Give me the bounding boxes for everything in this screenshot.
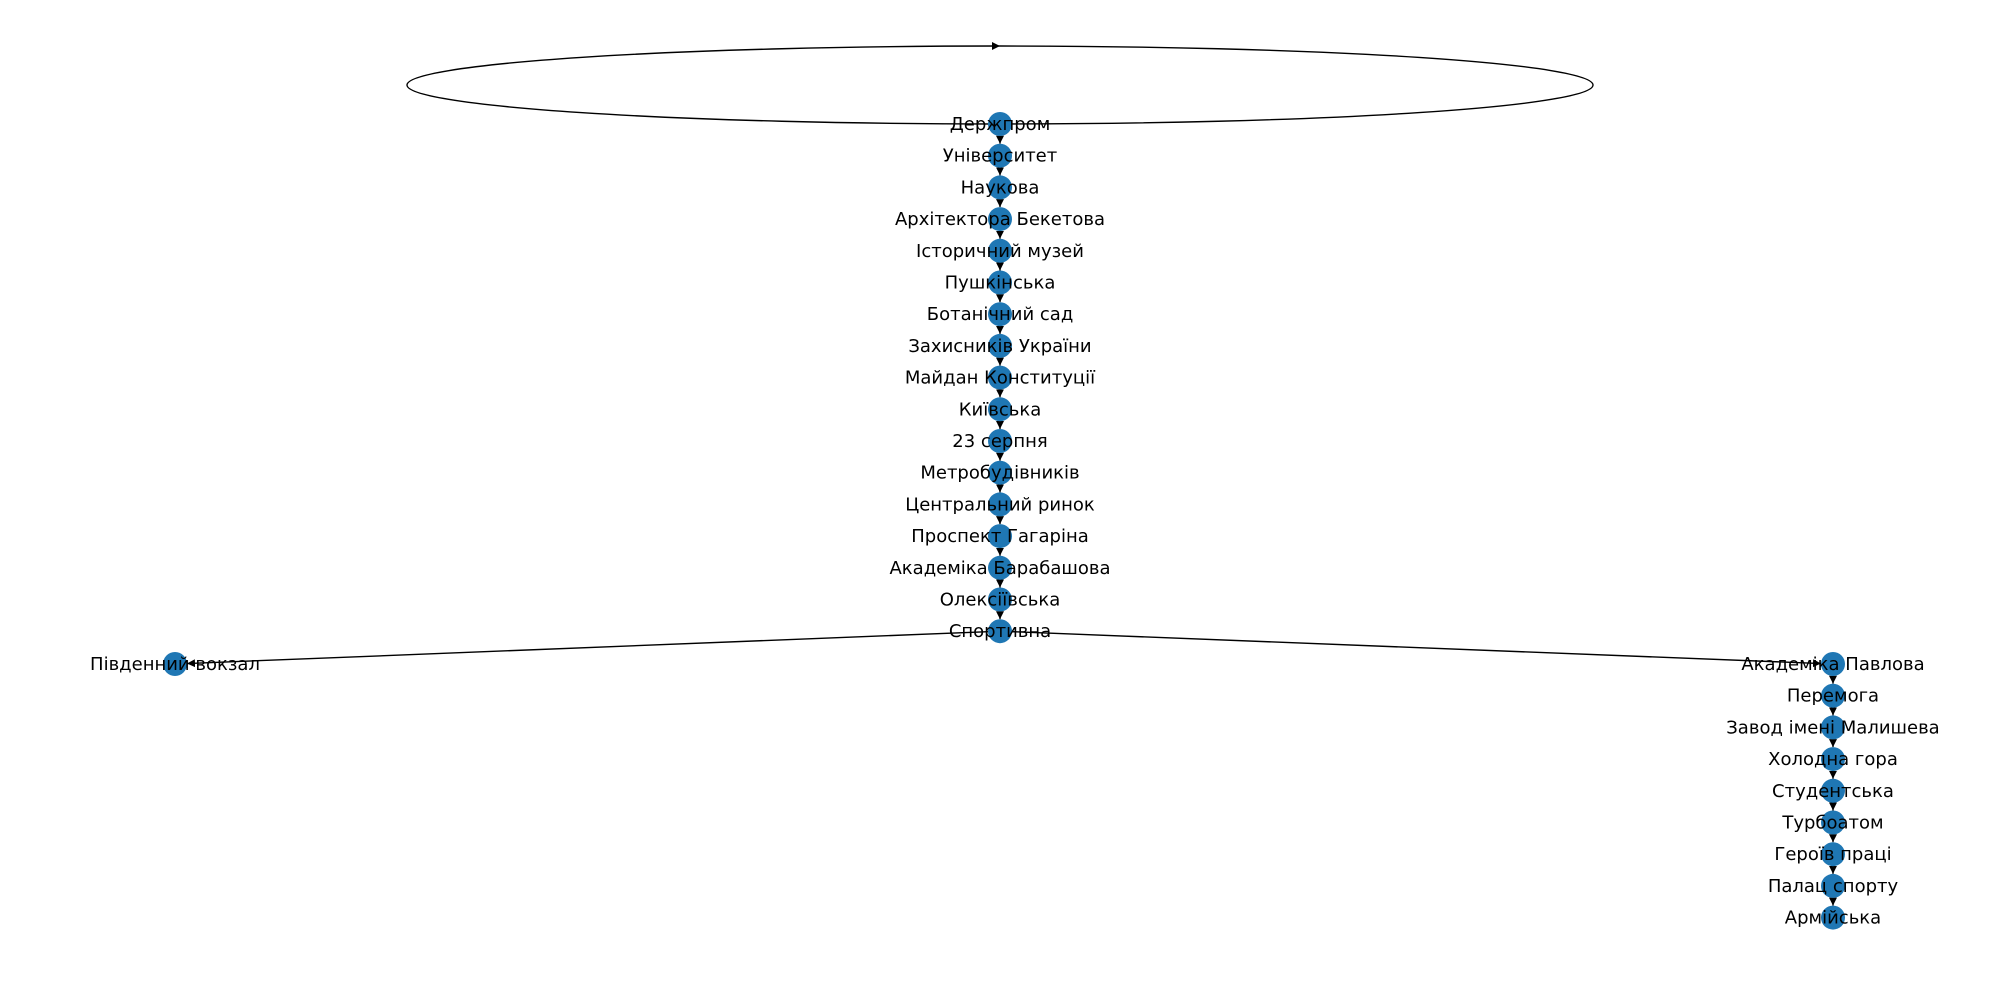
- node-pivdennyi-vokzal: [163, 652, 187, 676]
- node-oleksiivska: [988, 587, 1012, 612]
- node-label-armiiska: Армійська: [1785, 908, 1881, 929]
- node-label-akademika-barabashova: Академіка Барабашова: [889, 558, 1110, 579]
- node-label-zavod-imeni-malysheva: Завод імені Малишева: [1726, 717, 1939, 738]
- node-metrobudivnykiv: [988, 460, 1012, 485]
- node-akademika-pavlova: [1821, 652, 1845, 676]
- node-label-palats-sportu: Палац спорту: [1768, 876, 1899, 897]
- node-23-serpnia: [988, 429, 1012, 453]
- edge-self-loop: [406, 42, 1001, 125]
- node-label-sportyvna: Спортивна: [949, 621, 1051, 642]
- node-pushkinska: [988, 270, 1012, 295]
- node-label-metrobudivnykiv: Метробудівників: [920, 463, 1079, 484]
- node-label-zakhysnykiv-ukrainy: Захисників України: [908, 336, 1091, 357]
- node-label-turboatom: Турбоатом: [1781, 813, 1883, 834]
- node-label-kholodna-hora: Холодна гора: [1768, 749, 1898, 770]
- node-kholodna-hora: [1821, 747, 1845, 772]
- node-label-pivdennyi-vokzal: Південний вокзал: [90, 654, 260, 675]
- node-armiiska: [1821, 905, 1845, 930]
- edges: [186, 42, 1837, 906]
- node-label-pushkinska: Пушкінська: [945, 273, 1056, 294]
- node-label-kyivska: Київська: [959, 399, 1042, 420]
- node-label-tsentralnyi-rynok: Центральний ринок: [905, 494, 1095, 515]
- node-istorychnyi-muzei: [988, 238, 1012, 263]
- node-sportyvna: [988, 619, 1012, 644]
- node-label-botanichnyi-sad: Ботанічний сад: [927, 304, 1074, 325]
- node-zavod-imeni-malysheva: [1821, 715, 1845, 740]
- node-label-maidan-konstytutsii: Майдан Конституції: [905, 368, 1096, 389]
- node-studentska: [1821, 778, 1845, 803]
- node-kyivska: [988, 397, 1012, 422]
- nodes: [163, 112, 1845, 930]
- node-label-oleksiivska: Олексіївська: [940, 590, 1061, 611]
- node-label-23-serpnia: 23 серпня: [952, 431, 1047, 452]
- node-akademika-barabashova: [988, 555, 1012, 580]
- edge-self-loop-return: [999, 45, 1594, 125]
- node-maidan-konstytutsii: [988, 365, 1012, 390]
- node-universytet: [988, 143, 1012, 168]
- node-label-peremoha: Перемога: [1787, 686, 1879, 707]
- node-label-derzhprom: Держпром: [950, 114, 1051, 135]
- node-naukova: [988, 175, 1012, 200]
- node-botanichnyi-sad: [988, 302, 1012, 327]
- node-zakhysnykiv-ukrainy: [988, 333, 1012, 358]
- node-label-akademika-pavlova: Академіка Павлова: [1741, 654, 1924, 675]
- node-prospekt-haharina: [988, 524, 1012, 549]
- edge-sportyvna-to-pivdennyi-vokzal: [186, 630, 989, 668]
- node-turboatom: [1821, 810, 1845, 835]
- node-label-heroiv-pratsi: Героїв праці: [1774, 844, 1891, 865]
- node-palats-sportu: [1821, 873, 1845, 898]
- node-peremoha: [1821, 683, 1845, 708]
- node-tsentralnyi-rynok: [988, 492, 1012, 517]
- node-arkhitektora-beketova: [988, 207, 1012, 232]
- node-label-arkhitektora-beketova: Архітектора Бекетова: [895, 209, 1105, 230]
- node-label-naukova: Наукова: [961, 177, 1040, 198]
- node-label-studentska: Студентська: [1772, 781, 1894, 802]
- node-labels: Держпром Університет Наукова Архітектора Бе…: [90, 114, 1940, 929]
- node-label-universytet: Університет: [943, 146, 1058, 167]
- node-derzhprom: [988, 112, 1012, 136]
- node-heroiv-pratsi: [1821, 842, 1845, 867]
- edge-sportyvna-to-akademika-pavlova: [1011, 630, 1822, 668]
- node-label-istorychnyi-muzei: Історичний музей: [916, 241, 1084, 262]
- node-label-prospekt-haharina: Проспект Гагаріна: [911, 526, 1089, 547]
